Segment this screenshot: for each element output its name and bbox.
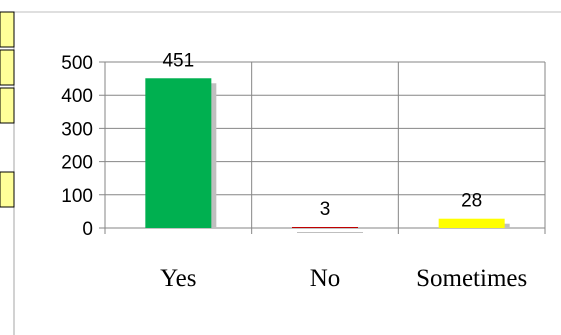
category-label: Yes xyxy=(160,265,196,292)
y-tick-label: 400 xyxy=(61,86,93,107)
spreadsheet-chrome xyxy=(0,11,561,335)
bar-shadow xyxy=(297,232,363,234)
y-tick-label: 0 xyxy=(82,219,93,240)
cell-yellow-4 xyxy=(0,171,15,208)
bar-no xyxy=(292,227,358,228)
y-tick-label: 100 xyxy=(61,186,93,207)
cell-yellow-1 xyxy=(0,11,15,48)
category-label: Sometimes xyxy=(416,265,527,292)
y-tick-label: 300 xyxy=(61,119,93,140)
bar-sometimes xyxy=(438,218,505,228)
bar-yes xyxy=(145,78,212,228)
y-tick-label: 500 xyxy=(61,53,93,74)
data-label: 28 xyxy=(461,191,482,212)
cell-yellow-2 xyxy=(0,49,15,86)
bars xyxy=(145,78,510,234)
y-tick-label: 200 xyxy=(61,153,93,174)
category-label: No xyxy=(310,265,341,292)
data-label: 3 xyxy=(320,199,331,220)
labels: 451 Yes 3 No 28 Sometimes xyxy=(160,50,527,292)
axes: 0 100 200 300 400 500 xyxy=(61,53,93,240)
data-label: 451 xyxy=(162,50,194,71)
cell-yellow-3 xyxy=(0,87,15,124)
